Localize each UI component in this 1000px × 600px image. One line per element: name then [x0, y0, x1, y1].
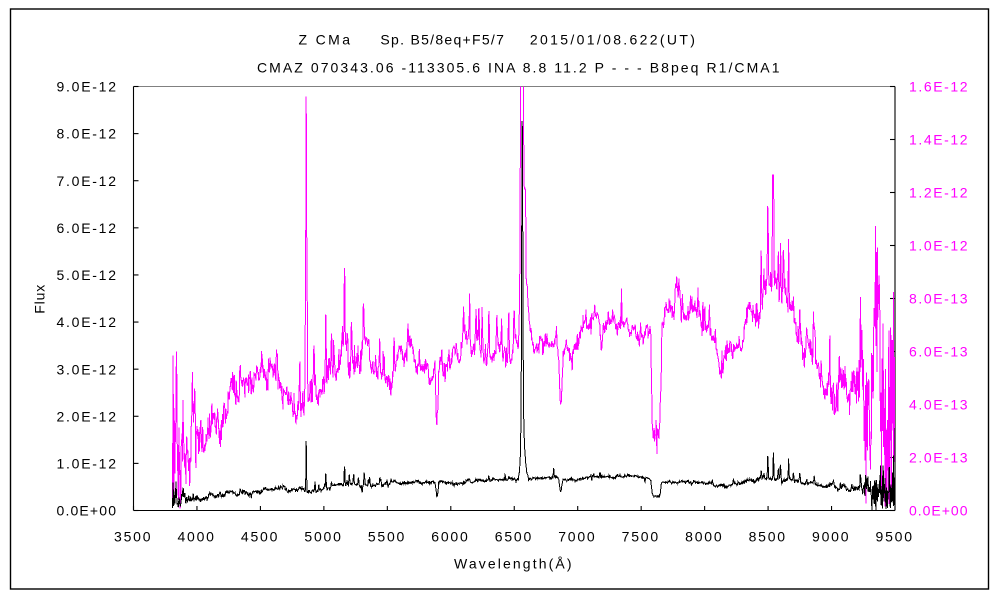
svg-text:Flux: Flux — [32, 284, 48, 314]
svg-text:1.0E-12: 1.0E-12 — [909, 238, 968, 254]
svg-text:Sp. B5/8eq+F5/7: Sp. B5/8eq+F5/7 — [380, 31, 504, 47]
svg-text:9500: 9500 — [876, 529, 913, 545]
svg-text:5500: 5500 — [368, 529, 405, 545]
svg-text:2.0E-12: 2.0E-12 — [57, 408, 117, 424]
svg-text:0.0E+00: 0.0E+00 — [909, 503, 968, 519]
svg-text:4.0E-12: 4.0E-12 — [57, 314, 117, 330]
svg-text:CMAZ 070343.06 -113305.6 INA 8: CMAZ 070343.06 -113305.6 INA 8.8 11.2 P … — [257, 60, 780, 76]
svg-text:6000: 6000 — [431, 529, 468, 545]
svg-text:8.0E-12: 8.0E-12 — [57, 126, 117, 142]
svg-text:Z CMa: Z CMa — [299, 31, 351, 47]
svg-text:3.0E-12: 3.0E-12 — [57, 361, 117, 377]
svg-text:7500: 7500 — [622, 529, 659, 545]
svg-text:8000: 8000 — [685, 529, 722, 545]
svg-text:Wavelength(Å): Wavelength(Å) — [454, 556, 572, 572]
svg-text:4000: 4000 — [177, 529, 214, 545]
svg-text:9000: 9000 — [812, 529, 849, 545]
svg-text:1.6E-12: 1.6E-12 — [909, 79, 968, 95]
svg-text:9.0E-12: 9.0E-12 — [57, 79, 117, 95]
svg-text:1.0E-12: 1.0E-12 — [57, 455, 117, 471]
svg-text:4.0E-13: 4.0E-13 — [909, 397, 968, 413]
svg-text:8500: 8500 — [749, 529, 786, 545]
svg-text:7.0E-12: 7.0E-12 — [57, 173, 117, 189]
svg-text:2.0E-13: 2.0E-13 — [909, 450, 968, 466]
svg-text:1.4E-12: 1.4E-12 — [909, 132, 968, 148]
svg-text:7000: 7000 — [558, 529, 595, 545]
svg-text:1.2E-12: 1.2E-12 — [909, 185, 968, 201]
svg-text:6500: 6500 — [495, 529, 532, 545]
svg-text:3500: 3500 — [114, 529, 151, 545]
svg-text:2015/01/08.622(UT): 2015/01/08.622(UT) — [530, 31, 696, 47]
svg-text:0.0E+00: 0.0E+00 — [57, 503, 117, 519]
svg-text:5000: 5000 — [304, 529, 341, 545]
svg-text:4500: 4500 — [241, 529, 278, 545]
svg-text:5.0E-12: 5.0E-12 — [57, 267, 117, 283]
svg-text:8.0E-13: 8.0E-13 — [909, 291, 968, 307]
svg-text:6.0E-13: 6.0E-13 — [909, 344, 968, 360]
svg-text:6.0E-12: 6.0E-12 — [57, 220, 117, 236]
